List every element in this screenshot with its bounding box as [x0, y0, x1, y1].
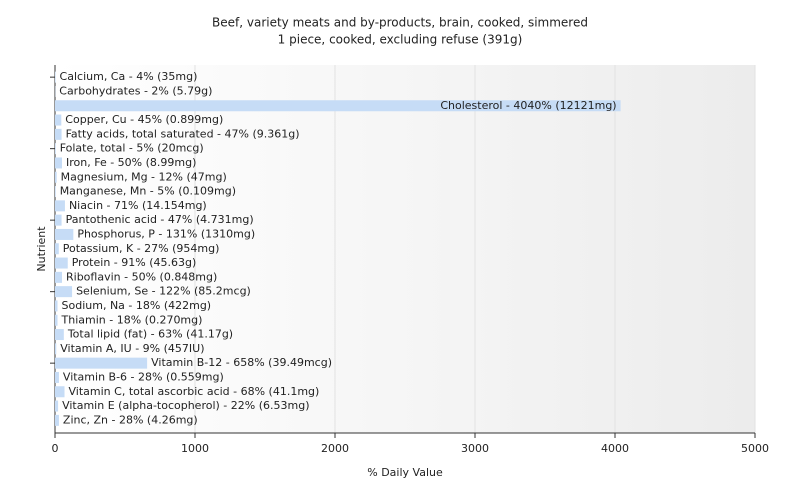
bar: [55, 257, 68, 269]
value-label: Manganese, Mn - 5% (0.109mg): [60, 185, 236, 198]
bar: [55, 214, 62, 226]
value-label: Cholesterol - 4040% (12121mg): [440, 99, 616, 112]
bar: [55, 143, 56, 155]
bar: [55, 100, 621, 112]
bar: [55, 371, 59, 383]
plot-background: [55, 65, 755, 433]
bar: [55, 414, 59, 426]
value-label: Zinc, Zn - 28% (4.26mg): [63, 413, 198, 426]
value-label: Vitamin A, IU - 9% (457IU): [60, 342, 204, 355]
x-tick-label: 1000: [181, 442, 209, 455]
bar: [55, 171, 57, 183]
value-label: Total lipid (fat) - 63% (41.17g): [67, 328, 233, 341]
bar: [55, 386, 65, 398]
bar: [55, 357, 148, 369]
x-tick-label: 4000: [601, 442, 629, 455]
bar: [55, 271, 62, 283]
bar: [55, 228, 74, 240]
value-label: Sodium, Na - 18% (422mg): [62, 299, 212, 312]
chart-title: Beef, variety meats and by-products, bra…: [212, 16, 588, 30]
bar: [55, 186, 56, 198]
value-label: Phosphorus, P - 131% (1310mg): [77, 227, 255, 240]
y-axis-title: Nutrient: [35, 226, 48, 272]
value-label: Folate, total - 5% (20mcg): [60, 142, 204, 155]
x-tick-label: 5000: [741, 442, 769, 455]
value-label: Magnesium, Mg - 12% (47mg): [61, 170, 227, 183]
value-label: Vitamin E (alpha-tocopherol) - 22% (6.53…: [62, 399, 309, 412]
value-label: Thiamin - 18% (0.270mg): [61, 313, 203, 326]
value-label: Iron, Fe - 50% (8.99mg): [66, 156, 196, 169]
value-label: Potassium, K - 27% (954mg): [63, 242, 220, 255]
value-label: Pantothenic acid - 47% (4.731mg): [66, 213, 254, 226]
x-tick-label: 0: [52, 442, 59, 455]
value-label: Fatty acids, total saturated - 47% (9.36…: [66, 127, 300, 140]
bar: [55, 343, 57, 355]
bar: [55, 114, 62, 126]
bar: [55, 300, 58, 312]
chart-subtitle: 1 piece, cooked, excluding refuse (391g): [278, 33, 523, 47]
value-label: Carbohydrates - 2% (5.79g): [59, 84, 212, 97]
bar: [55, 128, 62, 140]
value-label: Selenium, Se - 122% (85.2mcg): [76, 285, 251, 298]
bar: [55, 71, 56, 83]
value-label: Vitamin C, total ascorbic acid - 68% (41…: [69, 385, 320, 398]
value-label: Protein - 91% (45.63g): [72, 256, 197, 269]
bar: [55, 329, 64, 341]
bar: [55, 400, 59, 412]
x-tick-label: 2000: [321, 442, 349, 455]
value-label: Vitamin B-12 - 658% (39.49mcg): [151, 356, 332, 369]
value-label: Copper, Cu - 45% (0.899mg): [65, 113, 223, 126]
bar: [55, 200, 65, 212]
value-label: Vitamin B-6 - 28% (0.559mg): [63, 370, 224, 383]
bar: [55, 243, 59, 255]
value-label: Niacin - 71% (14.154mg): [69, 199, 207, 212]
value-label: Calcium, Ca - 4% (35mg): [60, 70, 198, 83]
bar: [55, 157, 62, 169]
bar: [55, 314, 58, 326]
value-label: Riboflavin - 50% (0.848mg): [66, 270, 217, 283]
bar: [55, 286, 73, 298]
x-axis-title: % Daily Value: [367, 466, 443, 479]
x-tick-label: 3000: [461, 442, 489, 455]
